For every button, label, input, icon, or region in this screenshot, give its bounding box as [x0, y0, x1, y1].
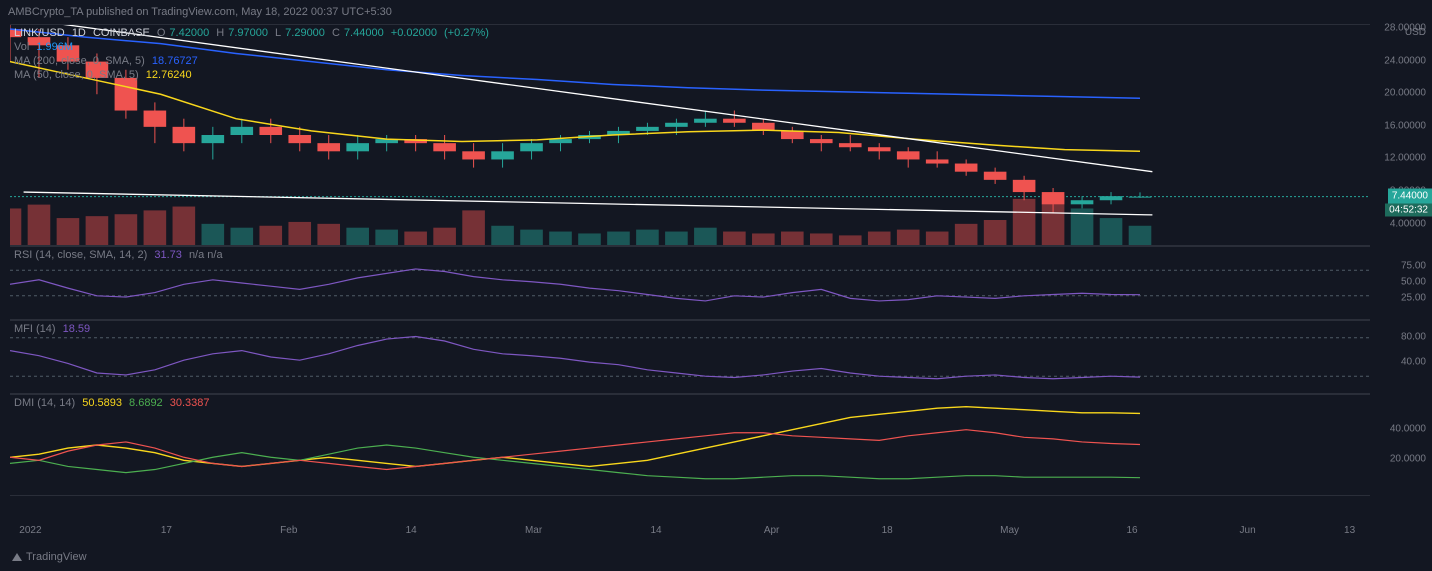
vol-label: Vol: [14, 41, 29, 53]
mfi-value: 18.59: [63, 323, 91, 335]
adx-value: 50.5893: [82, 397, 122, 409]
dmi-pane[interactable]: DMI (14, 14) 50.5893 8.6892 30.3387: [10, 394, 1370, 496]
ma50-label: MA (50, close, 0, SMA, 5): [14, 69, 139, 81]
price-pane[interactable]: LINK/USD 1D COINBASE O7.42000 H 7.97000 L…: [10, 24, 1370, 246]
ma200-legend: MA (200, close, 0, SMA, 5) 18.76727: [14, 55, 202, 67]
low: 7.29000: [285, 27, 325, 39]
platform: published on TradingView.com,: [86, 6, 238, 18]
mfi-label: MFI (14): [14, 323, 56, 335]
tradingview-watermark: TradingView: [12, 551, 87, 563]
tv-logo-icon: [12, 553, 22, 561]
chart-area[interactable]: LINK/USD 1D COINBASE O7.42000 H 7.97000 L…: [0, 24, 1432, 571]
h-label: H: [216, 27, 224, 39]
mfi-svg: [10, 321, 1370, 393]
last-price: 7.44000: [1392, 190, 1428, 201]
mfi-pane[interactable]: MFI (14) 18.59: [10, 320, 1370, 394]
volume-legend: Vol 1.996M: [14, 41, 77, 53]
tv-text: TradingView: [26, 551, 87, 563]
publish-date: May 18, 2022 00:37 UTC+5:30: [241, 6, 392, 18]
change-pct: (+0.27%): [444, 27, 489, 39]
symbol-legend: LINK/USD 1D COINBASE O7.42000 H 7.97000 L…: [14, 27, 493, 39]
symbol: LINK/USD: [14, 27, 65, 39]
ma200-value: 18.76727: [152, 55, 198, 67]
price-svg: [10, 25, 1370, 245]
open: 7.42000: [169, 27, 209, 39]
high: 7.97000: [228, 27, 268, 39]
exchange: COINBASE: [93, 27, 150, 39]
rsi-pane[interactable]: RSI (14, close, SMA, 14, 2) 31.73 n/a n/…: [10, 246, 1370, 320]
vol-value: 1.996M: [36, 41, 73, 53]
price-tag: 7.44000: [1388, 188, 1432, 203]
change: +0.02000: [391, 27, 437, 39]
minus-di-value: 30.3387: [170, 397, 210, 409]
c-label: C: [332, 27, 340, 39]
rsi-label: RSI (14, close, SMA, 14, 2): [14, 249, 147, 261]
dmi-legend: DMI (14, 14) 50.5893 8.6892 30.3387: [14, 397, 214, 409]
dmi-label: DMI (14, 14): [14, 397, 75, 409]
plus-di-value: 8.6892: [129, 397, 163, 409]
mfi-legend: MFI (14) 18.59: [14, 323, 94, 335]
time-axis: 202217Feb14Mar14Apr18May16Jun13: [10, 525, 1372, 543]
countdown-value: 04:52:32: [1389, 204, 1428, 215]
l-label: L: [275, 27, 281, 39]
publish-header: AMBCrypto_TA published on TradingView.co…: [8, 6, 392, 18]
rsi-legend: RSI (14, close, SMA, 14, 2) 31.73 n/a n/…: [14, 249, 227, 261]
interval: 1D: [72, 27, 86, 39]
countdown: 04:52:32: [1385, 203, 1432, 216]
close: 7.44000: [344, 27, 384, 39]
ma50-legend: MA (50, close, 0, SMA, 5) 12.76240: [14, 69, 196, 81]
rsi-extra: n/a n/a: [189, 249, 223, 261]
dmi-svg: [10, 395, 1370, 495]
publisher: AMBCrypto_TA: [8, 6, 83, 18]
ma200-label: MA (200, close, 0, SMA, 5): [14, 55, 145, 67]
ma50-value: 12.76240: [146, 69, 192, 81]
o-label: O: [157, 27, 166, 39]
chart-root[interactable]: AMBCrypto_TA published on TradingView.co…: [0, 0, 1432, 571]
rsi-value: 31.73: [154, 249, 182, 261]
